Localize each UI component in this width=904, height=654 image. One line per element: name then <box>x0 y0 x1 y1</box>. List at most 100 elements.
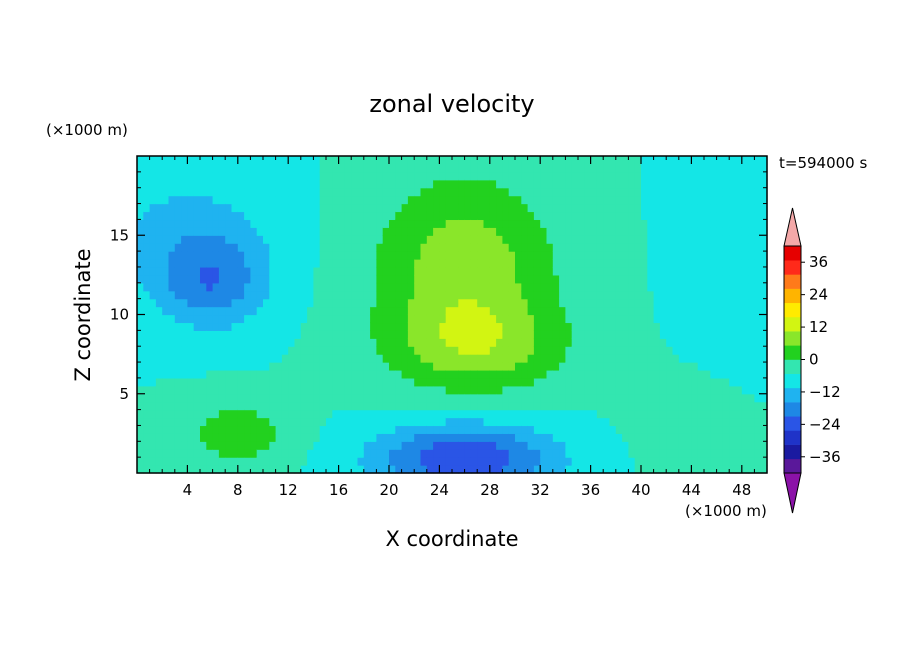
field-cell <box>735 266 743 276</box>
field-cell <box>452 393 459 403</box>
field-cell <box>143 290 151 300</box>
field-cell <box>691 298 699 308</box>
field-cell <box>395 354 403 363</box>
field-cell <box>622 298 629 308</box>
field-cell <box>225 314 233 324</box>
field-cell <box>225 219 233 228</box>
field-cell <box>489 385 497 395</box>
field-cell <box>389 425 396 434</box>
field-cell <box>407 290 415 300</box>
field-cell <box>483 377 491 387</box>
field-cell <box>193 163 201 173</box>
x-tick-label: 36 <box>581 481 600 499</box>
field-cell <box>685 235 692 244</box>
field-cell <box>533 219 541 228</box>
field-cell <box>527 330 535 339</box>
field-cell <box>256 227 264 236</box>
field-cell <box>508 385 516 395</box>
field-cell <box>622 251 629 260</box>
field-cell <box>200 322 207 331</box>
field-cell <box>666 306 674 316</box>
field-cell <box>225 465 233 474</box>
field-cell <box>181 393 188 403</box>
field-cell <box>458 346 466 355</box>
field-cell <box>143 338 151 347</box>
field-cell <box>735 457 743 466</box>
field-cell <box>193 465 201 474</box>
field-cell <box>212 298 220 308</box>
field-cell <box>571 457 579 466</box>
field-cell <box>401 195 409 205</box>
field-cell <box>672 290 680 300</box>
field-cell <box>540 227 548 236</box>
field-cell <box>300 322 308 331</box>
field-cell <box>307 274 314 284</box>
field-cell <box>218 377 226 387</box>
field-cell <box>263 314 270 324</box>
field-cell <box>464 235 472 244</box>
field-cell <box>647 179 655 189</box>
field-cell <box>332 298 340 308</box>
field-cell <box>174 298 182 308</box>
field-cell <box>515 417 522 427</box>
field-cell <box>571 441 579 450</box>
field-cell <box>571 195 579 205</box>
field-cell <box>420 187 428 197</box>
field-cell <box>596 290 604 300</box>
field-cell <box>313 322 321 331</box>
field-cell <box>414 346 422 355</box>
field-cell <box>200 393 207 403</box>
field-cell <box>351 274 359 284</box>
field-cell <box>508 203 516 213</box>
field-cell <box>489 409 497 419</box>
colorbar-under-arrow <box>783 472 802 514</box>
field-cell <box>294 465 302 474</box>
field-cell <box>426 163 434 173</box>
field-cell <box>395 211 403 221</box>
field-cell <box>515 211 522 221</box>
field-cell <box>697 163 705 173</box>
field-cell <box>313 385 321 395</box>
field-cell <box>722 306 730 316</box>
field-cell <box>370 425 377 434</box>
field-cell <box>741 195 749 205</box>
field-cell <box>420 385 428 395</box>
field-cell <box>137 179 144 189</box>
field-cell <box>155 203 163 213</box>
field-cell <box>155 163 163 173</box>
field-cell <box>653 266 661 276</box>
field-cell <box>754 433 762 442</box>
field-cell <box>344 235 352 244</box>
field-cell <box>483 314 491 324</box>
field-cell <box>256 163 264 173</box>
field-cell <box>533 163 541 173</box>
field-cell <box>401 417 409 427</box>
field-cell <box>376 306 384 316</box>
field-cell <box>521 306 529 316</box>
field-cell <box>149 195 157 205</box>
field-cell <box>382 409 390 419</box>
field-cell <box>357 322 365 331</box>
field-cell <box>231 179 239 189</box>
field-cell <box>578 211 585 221</box>
field-cell <box>433 235 440 244</box>
field-cell <box>659 346 667 355</box>
field-cell <box>433 322 440 331</box>
field-cell <box>212 211 220 221</box>
field-cell <box>382 449 390 458</box>
field-cell <box>162 314 170 324</box>
field-cell <box>155 259 163 268</box>
field-cell <box>653 322 661 331</box>
field-cell <box>653 259 661 268</box>
field-cell <box>678 274 686 284</box>
field-cell <box>559 179 566 189</box>
field-cell <box>439 187 447 197</box>
field-cell <box>748 195 755 205</box>
field-cell <box>244 433 251 442</box>
field-cell <box>527 156 535 165</box>
field-cell <box>748 219 755 228</box>
field-cell <box>181 457 188 466</box>
field-cell <box>716 441 724 450</box>
field-cell <box>168 338 176 347</box>
